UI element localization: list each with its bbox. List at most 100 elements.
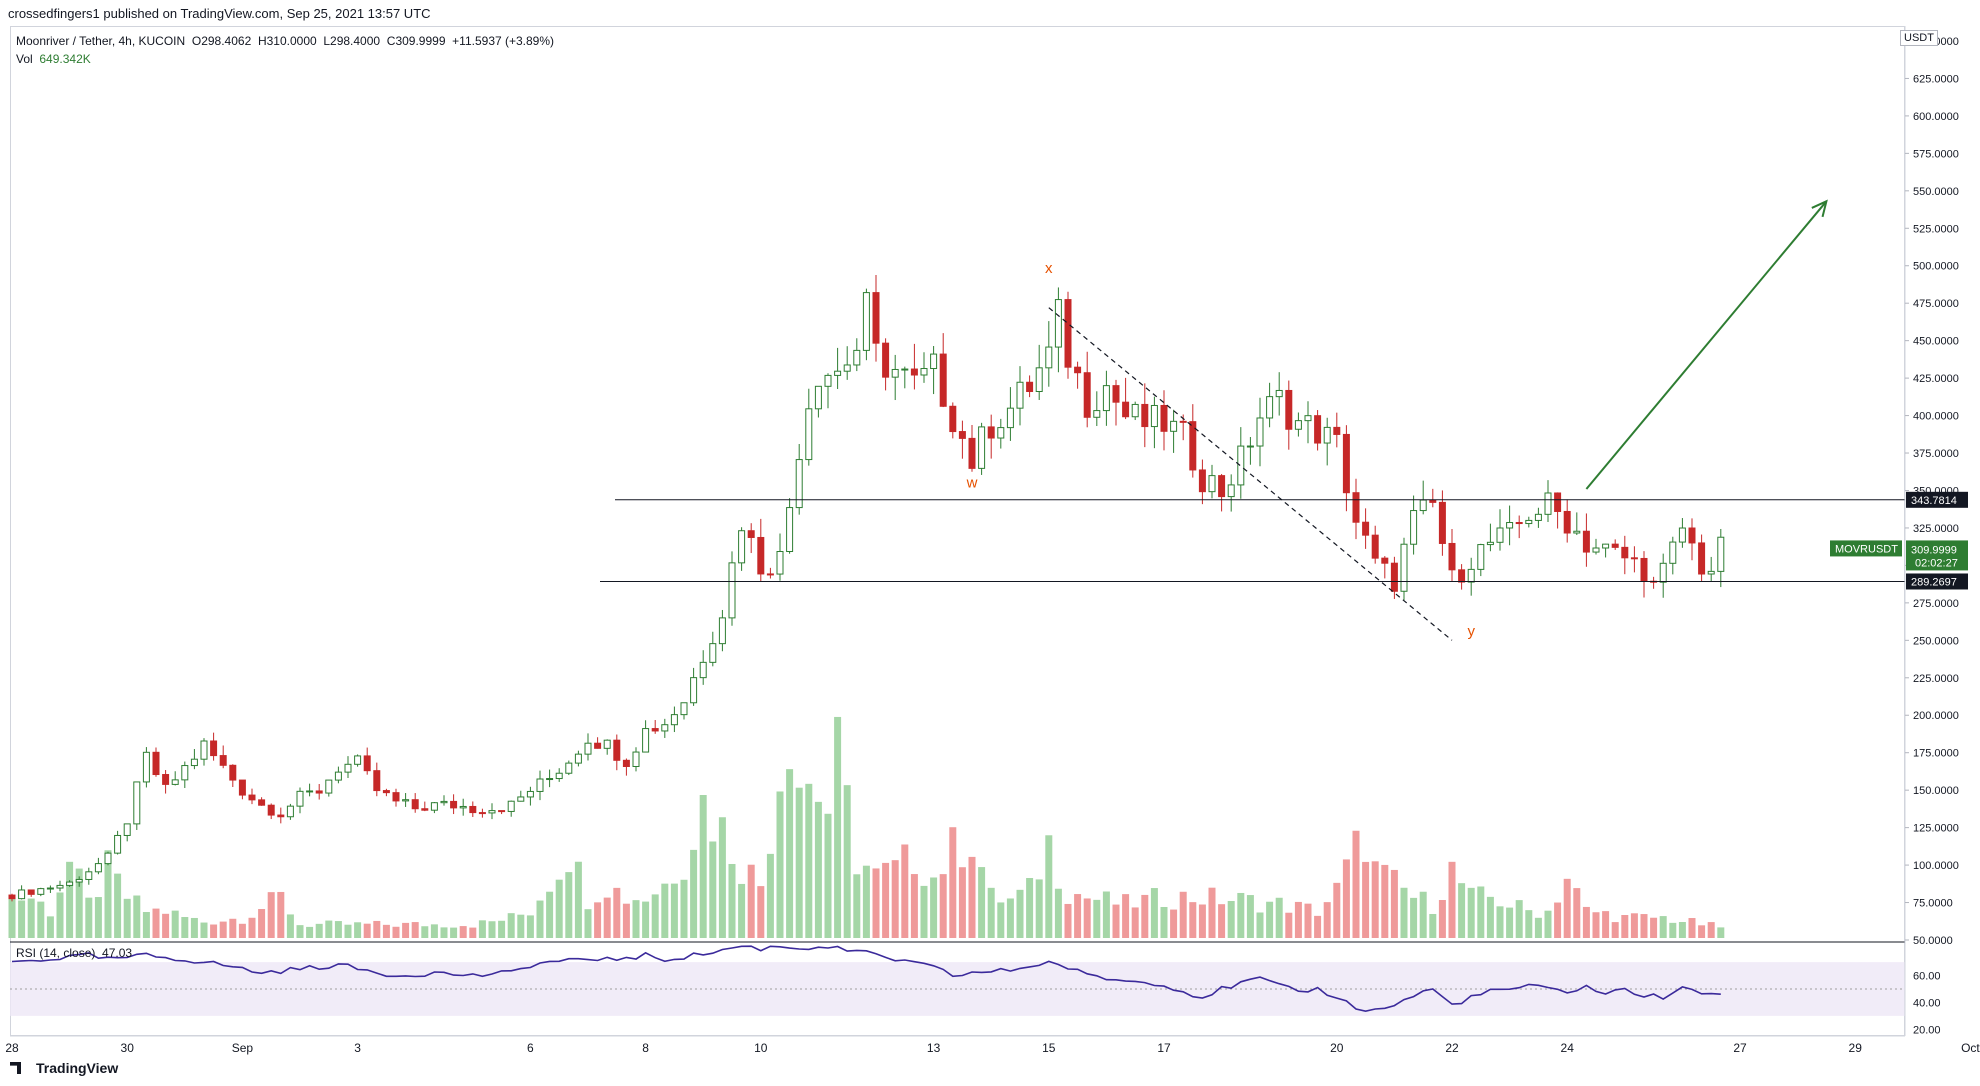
candle (1189, 404, 1197, 478)
candle (85, 867, 93, 885)
volume-bar (1102, 891, 1110, 938)
candle (1573, 512, 1581, 536)
candle (1438, 490, 1446, 556)
candle-body (334, 771, 342, 781)
volume-bar (1419, 891, 1427, 938)
volume-legend: Vol 649.342K (16, 52, 91, 66)
candle (1544, 480, 1552, 522)
candle (1275, 372, 1283, 416)
candle (1621, 535, 1629, 575)
candle-body (670, 714, 678, 726)
volume-bar (1573, 888, 1581, 938)
candle-body (1131, 403, 1139, 418)
candle-body (1054, 299, 1062, 348)
volume-bar (1352, 830, 1360, 938)
price-tick-label: 400.0000 (1913, 411, 1959, 423)
candle (709, 631, 717, 667)
candle (1160, 390, 1168, 451)
volume-bar (392, 926, 400, 938)
candle (210, 732, 218, 761)
candle-body (958, 431, 966, 439)
candle (968, 424, 976, 472)
volume-bar (901, 844, 909, 938)
candle-body (142, 751, 150, 783)
volume-bar (152, 908, 160, 938)
unit-badge[interactable]: USDT (1900, 30, 1938, 46)
volume-bar (632, 900, 640, 938)
volume-bar (1678, 922, 1686, 938)
candle-body (85, 871, 93, 880)
volume-bar (843, 785, 851, 938)
candle (152, 747, 160, 777)
candle-body (1026, 381, 1034, 393)
volume-bar (1064, 903, 1072, 938)
candle (1218, 474, 1226, 512)
volume-bar (1304, 903, 1312, 938)
volume-bar (1582, 906, 1590, 938)
price-tick-label: 575.0000 (1913, 148, 1959, 160)
volume-bar (382, 924, 390, 938)
volume-bar (757, 886, 765, 938)
volume-bar (718, 817, 726, 938)
candle (1227, 474, 1235, 512)
volume-bar (690, 849, 698, 938)
volume-bar (613, 887, 621, 938)
candle (776, 533, 784, 581)
candle (1640, 551, 1648, 598)
candle (94, 857, 102, 875)
time-tick-label: Oct (1961, 1041, 1980, 1055)
candle (910, 343, 918, 390)
time-tick-label: 29 (1849, 1041, 1863, 1055)
candle (258, 797, 266, 806)
volume-bar (1544, 910, 1552, 938)
rsi-line (11, 945, 1721, 1013)
tradingview-footer[interactable]: TradingView (10, 1060, 118, 1076)
symbol-tag-bg (1830, 540, 1902, 557)
candle (296, 787, 304, 814)
candle-body (1227, 484, 1235, 498)
candle (248, 788, 256, 805)
candle (584, 733, 592, 761)
candle (478, 808, 486, 818)
open-value: 298.4062 (201, 34, 252, 48)
candle-body (1458, 569, 1466, 583)
candle (1006, 387, 1014, 441)
candle-body (1237, 445, 1245, 486)
price-tick-label: 425.0000 (1913, 373, 1959, 385)
candle (1074, 361, 1082, 389)
candle-body (1122, 401, 1130, 418)
candle-body (1669, 541, 1677, 564)
current-price-bg (1906, 540, 1968, 571)
candle-body (1045, 346, 1053, 369)
volume-bar (1333, 882, 1341, 938)
candle-body (862, 292, 870, 351)
candle (66, 880, 74, 887)
candle (171, 771, 179, 786)
candle (1400, 537, 1408, 601)
candle (1016, 366, 1024, 426)
close-label: C (386, 34, 396, 48)
candle-body (1390, 562, 1398, 592)
candle (1083, 351, 1091, 428)
volume-bar (978, 867, 986, 938)
candle-body (152, 751, 160, 776)
candle-body (1016, 381, 1024, 409)
candle-body (1515, 522, 1523, 525)
candle-body (1467, 568, 1475, 583)
candle-body (56, 884, 64, 889)
volume-bar (1410, 897, 1418, 938)
volume-bar (1400, 887, 1408, 938)
candle (27, 889, 35, 897)
candle (344, 756, 352, 778)
candle-body (1083, 372, 1091, 418)
volume-bar (814, 801, 822, 938)
candle-body (1602, 543, 1610, 549)
tradingview-logo-icon (10, 1062, 21, 1074)
candle-body (1218, 475, 1226, 498)
candle-body (181, 765, 189, 781)
candle (1611, 539, 1619, 550)
candle (56, 880, 64, 892)
volume-bar (296, 925, 304, 938)
candle-body (507, 800, 515, 812)
